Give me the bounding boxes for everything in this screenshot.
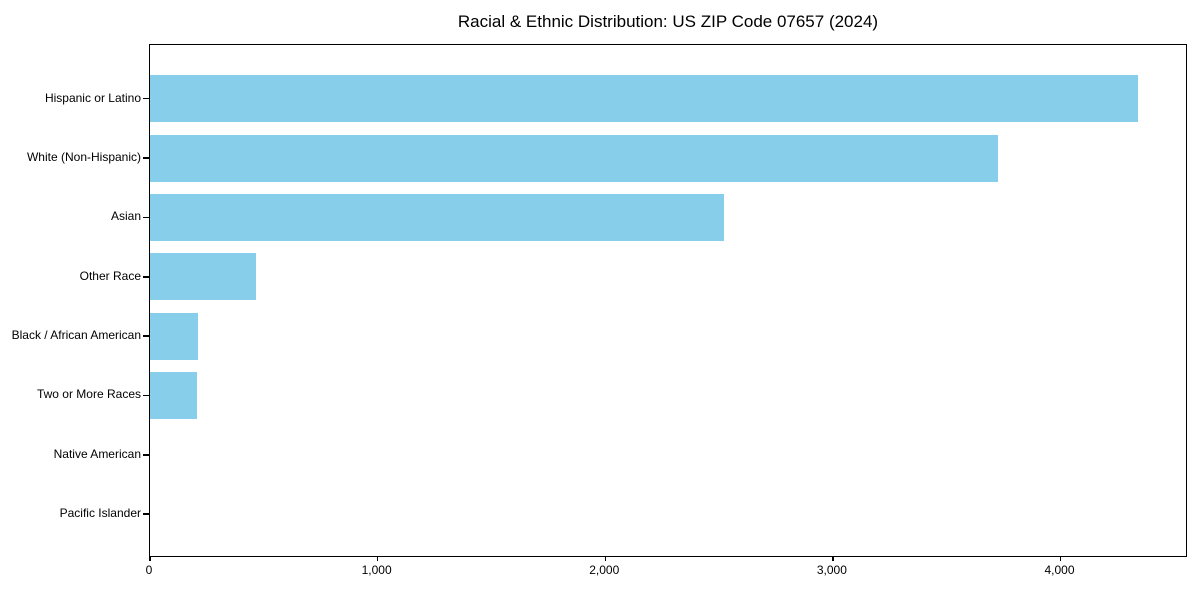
x-axis-label: 2,000 — [589, 563, 620, 577]
bar — [150, 253, 256, 301]
y-axis-labels: Hispanic or Latino White (Non-Hispanic) As… — [0, 44, 141, 557]
x-axis-label: 1,000 — [361, 563, 392, 577]
y-axis-label: Native American — [53, 446, 141, 461]
x-axis-label: 0 — [145, 563, 153, 577]
y-axis-tick — [143, 513, 149, 515]
bar — [150, 312, 198, 360]
y-axis-tick — [143, 276, 149, 278]
chart-title: Racial & Ethnic Distribution: US ZIP Cod… — [457, 12, 879, 31]
x-axis-tick — [604, 556, 606, 561]
y-axis-label: Other Race — [79, 268, 141, 283]
y-axis-label: Two or More Races — [36, 387, 141, 402]
x-axis-tick — [832, 556, 834, 561]
x-axis-label: 4,000 — [1044, 563, 1075, 577]
bar — [150, 193, 724, 241]
y-axis-tick — [143, 454, 149, 456]
plot-area — [143, 44, 1187, 561]
y-axis-label: Asian — [110, 209, 141, 224]
y-axis-tick — [143, 157, 149, 159]
x-axis-labels: 0 1,000 2,000 3,000 4,000 — [146, 563, 1187, 583]
y-axis-label: Hispanic or Latino — [44, 90, 141, 105]
y-axis-tick — [143, 335, 149, 337]
bar — [150, 75, 1138, 123]
y-axis-label: Black / African American — [11, 328, 141, 343]
y-axis-label: Pacific Islander — [59, 506, 141, 521]
bar — [150, 371, 197, 419]
bar — [150, 134, 998, 182]
x-axis-label: 3,000 — [816, 563, 847, 577]
y-axis-label: White (Non-Hispanic) — [26, 150, 141, 165]
y-axis-tick — [143, 97, 149, 100]
x-axis-tick — [149, 556, 151, 561]
y-axis-tick — [143, 394, 149, 397]
y-axis-tick — [143, 216, 149, 219]
x-axis-tick — [1059, 556, 1062, 561]
x-axis-tick — [376, 556, 379, 561]
